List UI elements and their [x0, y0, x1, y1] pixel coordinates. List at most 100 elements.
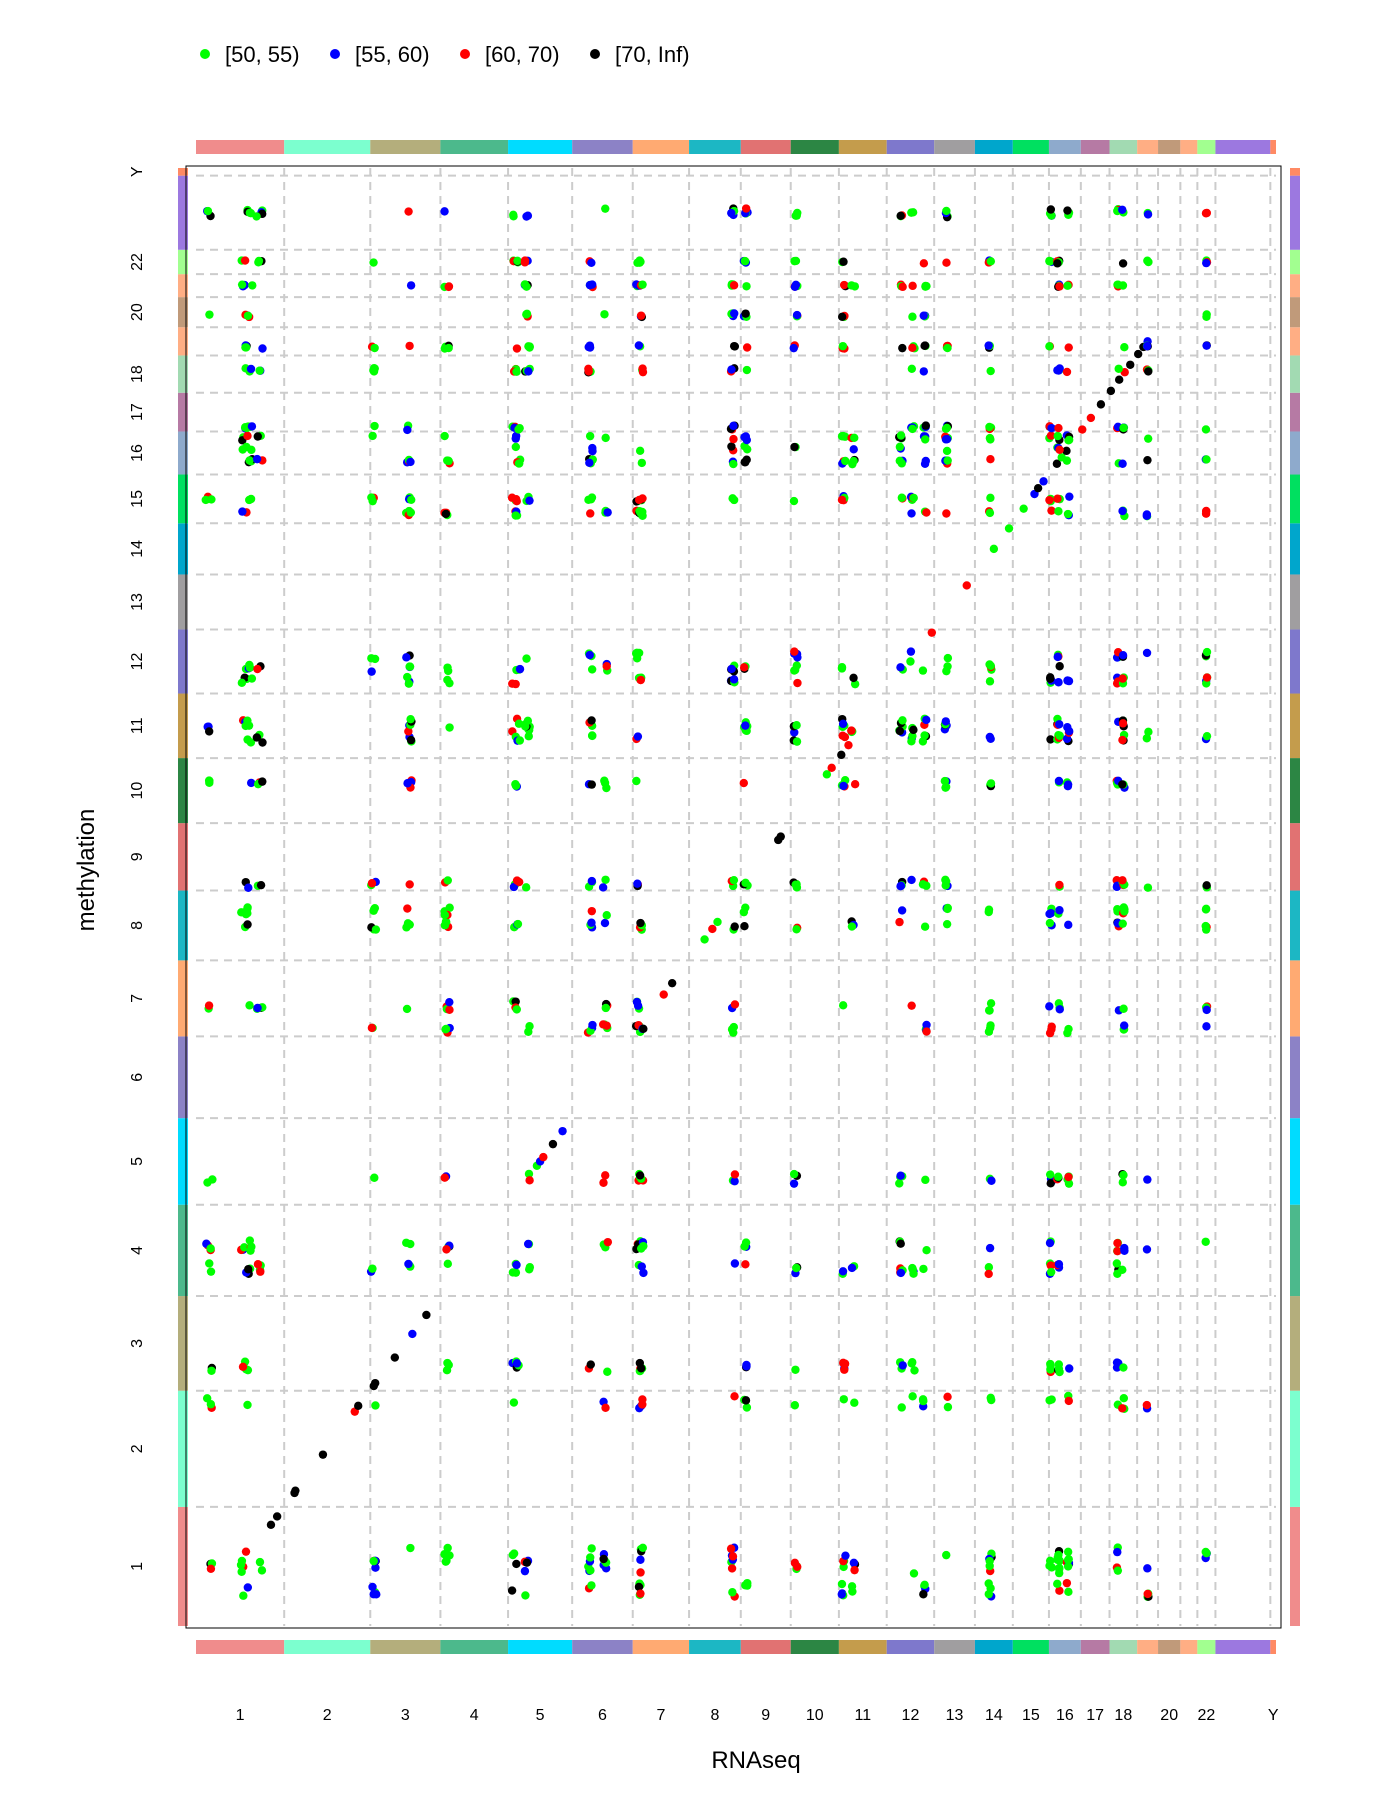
- point-699: [741, 721, 750, 730]
- left-strip-chr-3: [178, 1296, 188, 1391]
- point-255: [442, 1365, 452, 1375]
- point-1327: [1118, 650, 1128, 660]
- point-1082: [1047, 1395, 1056, 1404]
- point-429: [587, 1544, 596, 1553]
- point-692: [741, 878, 750, 888]
- point-846: [850, 433, 859, 442]
- point-439: [587, 906, 597, 916]
- right-strip-chr-10: [1290, 758, 1300, 824]
- point-293: [444, 456, 453, 466]
- point-487: [603, 1367, 612, 1376]
- point-diag-27: [844, 740, 853, 750]
- point-36: [236, 1560, 246, 1570]
- point-1168: [1054, 678, 1063, 687]
- point-501: [602, 911, 611, 920]
- point-637: [729, 875, 739, 885]
- point-143: [252, 733, 262, 742]
- left-strip-chr-9: [178, 823, 188, 891]
- point-1349: [1143, 1175, 1152, 1184]
- point-453: [585, 650, 594, 660]
- x-tick-12: 12: [902, 1707, 920, 1724]
- point-127: [255, 1557, 265, 1567]
- point-244: [403, 425, 412, 435]
- point-1106: [1045, 909, 1054, 919]
- point-956: [918, 666, 928, 675]
- point-1281: [1114, 364, 1123, 373]
- point-1302: [1119, 1004, 1128, 1013]
- bottom-chromosome-strip: [196, 1640, 1276, 1654]
- point-1255: [1113, 1238, 1122, 1248]
- point-1140: [1053, 1555, 1062, 1564]
- point-58: [237, 678, 247, 688]
- point-981: [942, 919, 952, 929]
- x-tick-17: 17: [1086, 1707, 1104, 1724]
- bottom-strip-chr-5: [508, 1640, 573, 1654]
- point-191: [368, 431, 377, 441]
- point-376: [521, 1591, 530, 1600]
- point-1023: [942, 206, 951, 216]
- y-tick-8: 8: [129, 921, 146, 930]
- point-1068: [985, 422, 994, 432]
- point-178: [371, 925, 381, 934]
- plot-box: [185, 165, 1282, 1629]
- point-397: [521, 722, 530, 731]
- point-266: [441, 1024, 451, 1034]
- point-811: [840, 432, 850, 441]
- point-diag-6: [354, 1401, 363, 1411]
- point-39: [243, 1400, 252, 1410]
- point-676: [741, 1581, 750, 1590]
- point-diag-1: [272, 1512, 282, 1521]
- point-1211: [1064, 1024, 1073, 1034]
- point-diag-3: [291, 1486, 300, 1495]
- top-strip-chr-1: [196, 140, 285, 154]
- point-626: [730, 1177, 739, 1186]
- bottom-strip-chr-12: [886, 1640, 935, 1654]
- left-strip-chr-X: [178, 175, 188, 250]
- point-1337: [1118, 281, 1128, 290]
- top-strip-chr-6: [572, 140, 633, 154]
- point-diag-44: [1114, 375, 1124, 384]
- point-184: [367, 879, 377, 888]
- point-1107: [1046, 735, 1055, 744]
- point-289: [441, 509, 451, 519]
- point-705: [741, 458, 750, 467]
- top-strip-chr-14: [974, 140, 1013, 154]
- point-423: [587, 1581, 596, 1590]
- point-978: [942, 1550, 951, 1560]
- point-716: [742, 282, 751, 291]
- top-strip-chr-9: [740, 140, 791, 154]
- point-326: [508, 679, 517, 688]
- point-865: [897, 906, 907, 915]
- top-strip-chr-15: [1012, 140, 1049, 154]
- point-579: [637, 1262, 646, 1271]
- x-tick-20: 20: [1160, 1707, 1178, 1724]
- bottom-strip-chr-8: [689, 1640, 741, 1654]
- right-strip-chr-Y: [1290, 168, 1300, 176]
- point-31: [203, 206, 213, 216]
- point-1209: [1064, 1172, 1073, 1182]
- point-diag-43: [1106, 386, 1116, 396]
- point-661: [730, 342, 740, 351]
- point-1378: [1202, 1005, 1211, 1015]
- point-464: [585, 431, 595, 441]
- bottom-strip-chr-11: [838, 1640, 887, 1654]
- point-93: [244, 721, 254, 730]
- point-1144: [1054, 1360, 1064, 1369]
- point-659: [727, 365, 736, 374]
- point-1159: [1054, 776, 1064, 786]
- point-91: [243, 735, 252, 744]
- point-468: [584, 367, 593, 376]
- bottom-strip-chr-10: [790, 1640, 839, 1654]
- right-strip-chr-21: [1290, 274, 1300, 298]
- point-940: [922, 1245, 931, 1255]
- point-805: [837, 495, 847, 505]
- point-1055: [985, 677, 995, 686]
- point-8: [205, 1259, 214, 1268]
- point-1221: [1065, 727, 1074, 736]
- point-1112: [1047, 506, 1056, 515]
- point-diag-14: [539, 1152, 548, 1162]
- point-776: [837, 1579, 847, 1589]
- right-strip-chr-16: [1290, 431, 1300, 475]
- point-624: [730, 1259, 740, 1268]
